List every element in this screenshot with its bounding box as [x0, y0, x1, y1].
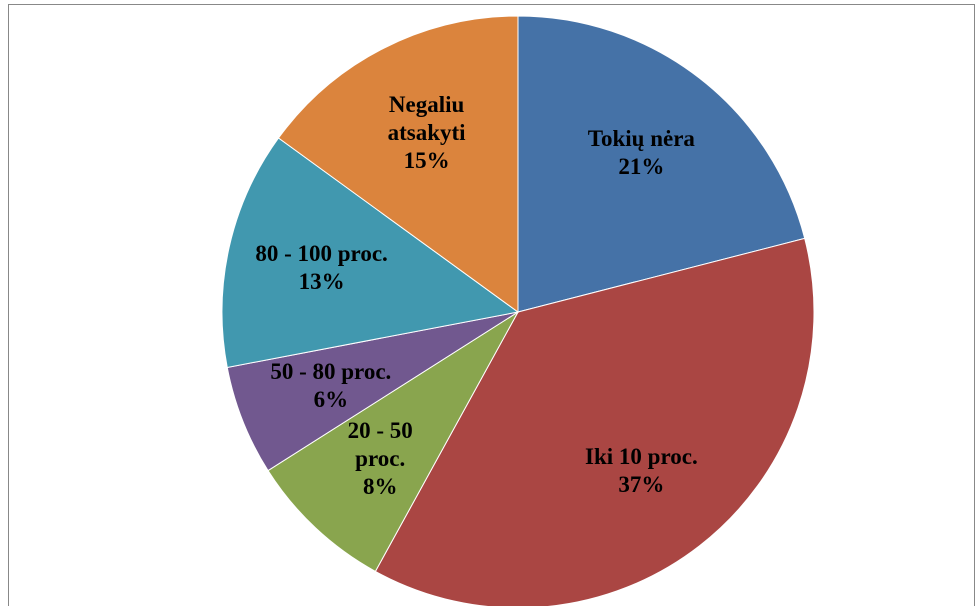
- pie-slice: [221, 137, 520, 369]
- slice-label: Iki 10 proc. 37%: [566, 443, 716, 499]
- value-label: 13%: [298, 269, 345, 295]
- value-label: 37%: [618, 472, 665, 498]
- category-label: Iki 10 proc.: [585, 444, 698, 470]
- category-label: 80 - 100 proc.: [255, 241, 388, 267]
- value-label: 6%: [313, 387, 349, 413]
- category-label: Tokių nėra: [587, 125, 695, 151]
- pie-slice: [277, 15, 519, 313]
- slice-label: Tokių nėra 21%: [556, 125, 726, 181]
- pie-slice: [374, 237, 815, 606]
- value-label: 8%: [362, 473, 398, 499]
- pie-slice: [267, 311, 519, 573]
- category-label: Negaliu atsakyti: [387, 91, 466, 145]
- category-label: 50 - 80 proc.: [270, 359, 392, 385]
- pie-slice: [517, 15, 806, 313]
- value-label: 15%: [403, 147, 450, 173]
- slice-label: 80 - 100 proc. 13%: [232, 240, 412, 296]
- slice-label: Negaliu atsakyti 15%: [372, 91, 482, 175]
- category-label: 20 - 50 proc.: [347, 417, 413, 471]
- slice-label: 20 - 50 proc. 8%: [333, 417, 428, 501]
- slice-label: 50 - 80 proc. 6%: [246, 358, 416, 414]
- value-label: 21%: [618, 153, 665, 179]
